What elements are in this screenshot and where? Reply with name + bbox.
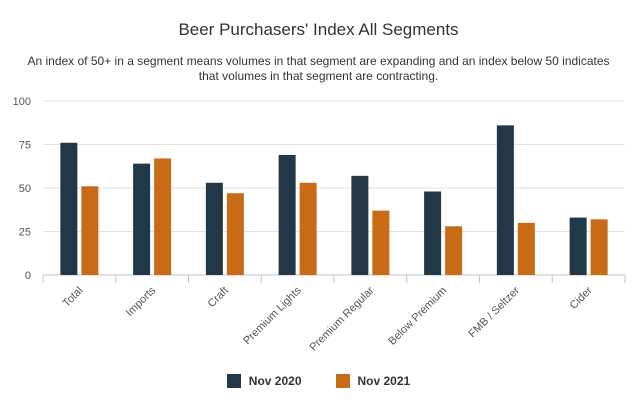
legend-item-series-2[interactable]: Nov 2021 xyxy=(335,374,411,388)
bar-1-craft[interactable] xyxy=(205,182,223,275)
legend-label-series-2: Nov 2021 xyxy=(357,374,411,388)
bar-1-imports[interactable] xyxy=(133,163,151,275)
bar-2-imports[interactable] xyxy=(154,158,172,275)
bar-2-premium-regular[interactable] xyxy=(372,210,390,275)
legend-item-series-1[interactable]: Nov 2020 xyxy=(226,374,302,388)
x-tick-label: FMB / Seltzer xyxy=(466,284,522,340)
x-tick-label: Below Premium xyxy=(386,285,449,348)
y-tick-label: 100 xyxy=(13,96,31,108)
y-tick-label: 25 xyxy=(19,227,31,239)
bar-2-total[interactable] xyxy=(81,186,99,275)
x-tick-label: Craft xyxy=(206,285,231,310)
bar-2-craft[interactable] xyxy=(226,193,244,275)
grid-lines xyxy=(43,100,625,276)
bar-1-premium-lights[interactable] xyxy=(278,154,296,275)
chart-title: Beer Purchasers' Index All Segments xyxy=(178,20,459,39)
bar-1-total[interactable] xyxy=(60,142,78,275)
legend-swatch-series-1 xyxy=(226,374,241,388)
bar-1-fmb-seltzer[interactable] xyxy=(496,125,514,275)
chart-subtitle: An index of 50+ in a segment means volum… xyxy=(27,54,610,83)
x-tick-label: Total xyxy=(61,285,86,310)
x-tick-label: Cider xyxy=(568,284,595,311)
x-tick-label: Premium Regular xyxy=(307,284,376,353)
y-tick-label: 75 xyxy=(19,140,31,152)
legend-label-series-1: Nov 2020 xyxy=(248,374,302,388)
bars xyxy=(60,125,608,275)
bar-1-cider[interactable] xyxy=(569,217,587,275)
y-tick-label: 0 xyxy=(25,270,31,282)
bar-2-below-premium[interactable] xyxy=(445,226,463,275)
legend-swatch-series-2 xyxy=(335,374,350,388)
x-tick-label: Premium Lights xyxy=(241,284,304,347)
y-tick-label: 50 xyxy=(19,183,31,195)
bar-2-premium-lights[interactable] xyxy=(299,182,317,275)
legend: Nov 2020 Nov 2021 xyxy=(0,374,637,388)
x-tick-label: Imports xyxy=(124,284,159,319)
bar-2-fmb-seltzer[interactable] xyxy=(517,222,535,275)
bar-2-cider[interactable] xyxy=(590,219,608,275)
bar-1-below-premium[interactable] xyxy=(424,191,442,275)
bar-1-premium-regular[interactable] xyxy=(351,175,369,275)
